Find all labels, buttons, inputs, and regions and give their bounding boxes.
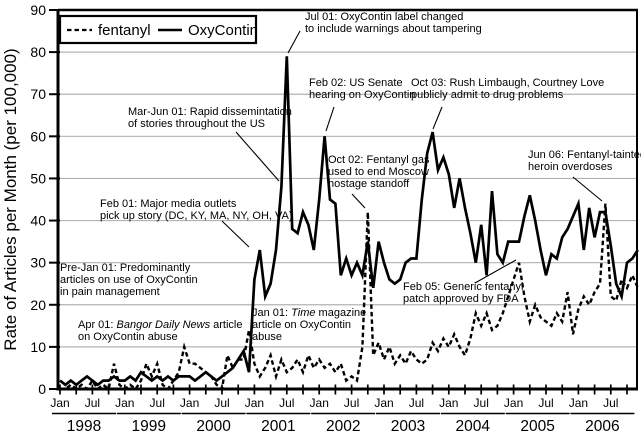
annotation-text-oct03: Oct 03: Rush Limbaugh, Courtney Love publ… bbox=[411, 77, 604, 101]
x-tick-label-jul: Jul bbox=[214, 396, 229, 410]
y-tick-label: 90 bbox=[30, 2, 46, 18]
year-label: 2003 bbox=[391, 418, 425, 435]
annotation-leader-line-oct03 bbox=[432, 106, 443, 130]
year-label: 1998 bbox=[67, 418, 101, 435]
annotation-text-feb01: Feb 01: Major media outlets pick up story… bbox=[100, 198, 293, 222]
oxycontin-series-line bbox=[59, 56, 639, 387]
x-tick-label-jul: Jul bbox=[538, 396, 553, 410]
annotation-text-jul01: Jul 01: OxyContin label changed to includ… bbox=[305, 11, 482, 35]
x-tick-label-jan: Jan bbox=[50, 396, 69, 410]
annotation-text-prejan01: Pre-Jan 01: Predominantly articles on use… bbox=[60, 262, 198, 298]
annotation-text-feb05: Feb 05: Generic fentanyl patch approved b… bbox=[403, 281, 523, 305]
x-tick-label-jan: Jan bbox=[569, 396, 588, 410]
x-tick-label-jan: Jan bbox=[374, 396, 393, 410]
x-tick-label-jan: Jan bbox=[245, 396, 264, 410]
y-tick-label: 10 bbox=[30, 339, 46, 355]
x-tick-label-jul: Jul bbox=[279, 396, 294, 410]
year-label: 2001 bbox=[261, 418, 295, 435]
y-tick-label: 40 bbox=[30, 213, 46, 229]
y-tick-label: 30 bbox=[30, 255, 46, 271]
y-tick-label: 20 bbox=[30, 297, 46, 313]
x-tick-label-jan: Jan bbox=[180, 396, 199, 410]
fentanyl-series-line bbox=[60, 203, 639, 392]
legend-label-fentanyl: fentanyl bbox=[98, 22, 151, 39]
x-tick-label-jul: Jul bbox=[409, 396, 424, 410]
y-tick-label: 50 bbox=[30, 170, 46, 186]
x-tick-label-jul: Jul bbox=[603, 396, 618, 410]
annotation-leader-line-jun06 bbox=[572, 176, 603, 202]
annotation-text-jan01: Jan 01: Time magazine article on OxyConti… bbox=[252, 307, 366, 343]
x-tick-label-jan: Jan bbox=[439, 396, 458, 410]
x-tick-label-jul: Jul bbox=[150, 396, 165, 410]
x-tick-label-jan: Jan bbox=[310, 396, 329, 410]
annotation-leader-line-feb02 bbox=[325, 106, 335, 132]
annotation-text-feb02: Feb 02: US Senate hearing on OxyContin bbox=[309, 77, 415, 101]
annotation-text-jun06: Jun 06: Fentanyl-tainted heroin overdoses bbox=[528, 149, 641, 173]
y-axis-label: Rate of Articles per Month (per 100,000) bbox=[1, 48, 20, 350]
x-tick-label-jul: Jul bbox=[474, 396, 489, 410]
legend-label-oxycontin: OxyContin bbox=[188, 22, 258, 39]
annotation-leader-line-feb05 bbox=[474, 259, 517, 284]
annotation-leader-line-feb01 bbox=[221, 220, 250, 248]
year-label: 2004 bbox=[456, 418, 491, 435]
y-tick-label: 0 bbox=[38, 381, 46, 397]
y-tick-label: 70 bbox=[30, 86, 46, 102]
x-tick-label-jan: Jan bbox=[504, 396, 523, 410]
x-tick-label-jul: Jul bbox=[344, 396, 359, 410]
annotation-leader-line-jul01 bbox=[287, 30, 301, 54]
year-label: 1999 bbox=[132, 418, 166, 435]
x-tick-label-jul: Jul bbox=[85, 396, 100, 410]
annotation-leader-line-oct02 bbox=[351, 193, 366, 209]
annotation-text-oct02: Oct 02: Fentanyl gas used to end Moscow ho… bbox=[328, 154, 430, 190]
y-tick-label: 80 bbox=[30, 44, 46, 60]
year-label: 2006 bbox=[585, 418, 619, 435]
year-label: 2000 bbox=[196, 418, 231, 435]
y-tick-label: 60 bbox=[30, 128, 46, 144]
annotation-text-marjun01: Mar-Jun 01: Rapid dissemintation of stori… bbox=[128, 106, 292, 130]
x-tick-label-jan: Jan bbox=[115, 396, 134, 410]
year-label: 2002 bbox=[326, 418, 360, 435]
year-label: 2005 bbox=[520, 418, 554, 435]
annotation-leader-line-marjun01 bbox=[235, 131, 280, 182]
annotation-text-apr01: Apr 01: Bangor Daily News article on OxyC… bbox=[78, 319, 242, 343]
